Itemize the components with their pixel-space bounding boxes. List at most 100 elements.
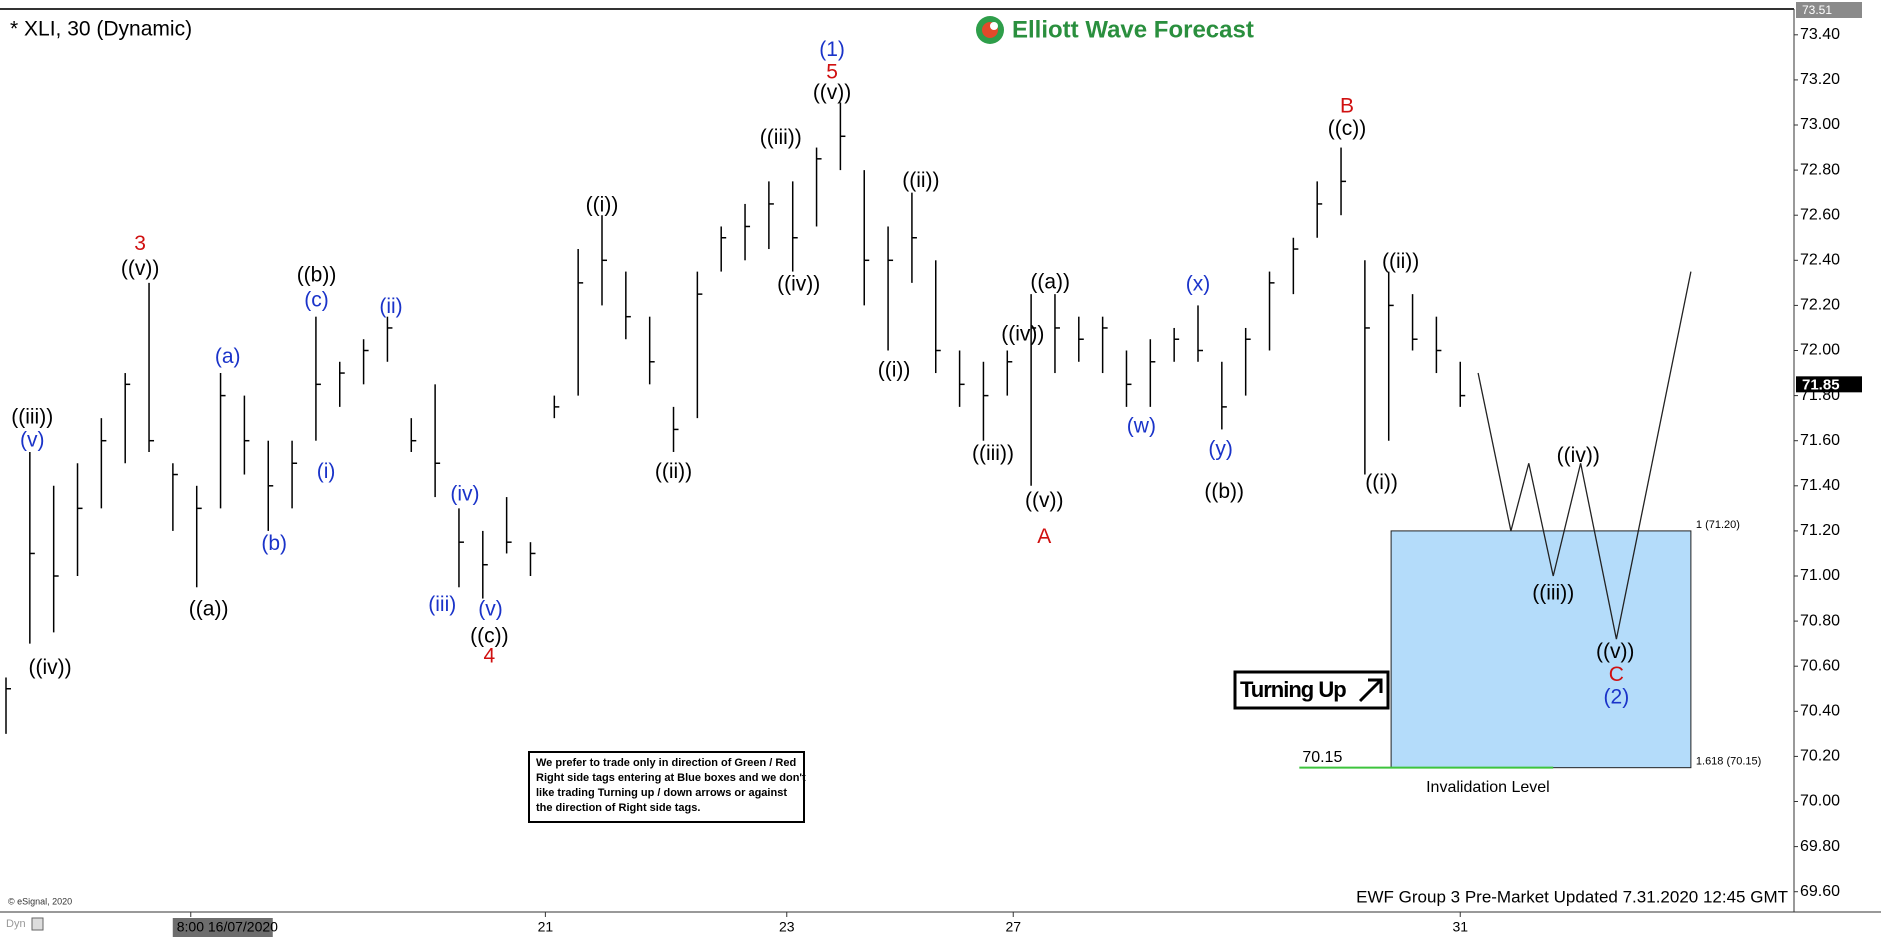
wave-label: (i) [317,460,336,483]
y-tick-label: 71.60 [1800,432,1840,449]
note-line: the direction of Right side tags. [536,802,700,814]
wave-label: ((a)) [189,597,229,620]
price-bars [5,102,1466,734]
wave-label: ((c)) [1328,117,1366,140]
note-line: like trading Turning up / down arrows or… [536,787,787,799]
wave-label: ((ii)) [902,169,939,192]
badge-frame [1233,670,1390,710]
wave-label: (v) [478,597,503,620]
wave-label: ((c)) [470,624,508,647]
y-tick-label: 69.60 [1800,883,1840,900]
price-marker-label: 73.51 [1802,3,1832,17]
price-marker [1796,2,1862,18]
wave-label: A [1037,525,1051,548]
x-tick-label: 21 [538,919,554,935]
price-marker-label: 71.85 [1802,376,1840,393]
wave-label: (c) [304,288,329,311]
turning-up-badge: Turning Up [1233,670,1390,710]
logo-text: Elliott Wave Forecast [1012,16,1254,43]
wave-label: (w) [1127,415,1156,438]
wave-label: ((v)) [1596,640,1634,663]
y-tick-label: 70.00 [1800,793,1840,810]
wave-label: (v) [20,428,45,451]
wave-label: ((i)) [878,358,911,381]
wave-label: ((a)) [1030,270,1070,293]
y-tick-label: 71.00 [1800,567,1840,584]
wave-label: (b) [261,532,287,555]
y-tick-label: 70.60 [1800,657,1840,674]
wave-label: ((ii)) [655,460,692,483]
wave-label: ((i)) [586,194,619,217]
chart-title: * XLI, 30 (Dynamic) [10,18,192,41]
wave-label: ((iv)) [1001,322,1044,345]
price-marker [1796,376,1862,393]
y-tick-label: 73.40 [1800,26,1840,43]
wave-label: (x) [1186,273,1211,296]
y-tick-label: 70.20 [1800,748,1840,765]
target-bottom-label: 1.618 (70.15) [1696,756,1761,768]
copyright: © eSignal, 2020 [8,896,72,906]
y-tick-label: 72.60 [1800,206,1840,223]
wave-label: ((b)) [297,264,337,287]
wave-label: (y) [1208,437,1233,460]
wave-label: ((v)) [1025,489,1063,512]
y-tick-label: 73.00 [1800,116,1840,133]
wave-label: ((v)) [813,81,851,104]
wave-label: ((iii)) [972,442,1014,465]
y-tick-label: 72.40 [1800,252,1840,269]
note-line: We prefer to trade only in direction of … [536,757,796,769]
badge-arrow [1358,678,1383,703]
wave-label: ((v)) [121,257,159,280]
wave-label: (iv) [450,482,479,505]
note-line: Right side tags entering at Blue boxes a… [536,772,806,784]
wave-label: 5 [826,61,838,84]
x-tick-label-bg [172,918,273,937]
wave-label: (ii) [379,295,402,318]
wave-label: ((iii)) [11,406,53,429]
projection-path [1477,271,1692,640]
note-frame [528,751,805,823]
y-tick-label: 72.80 [1800,161,1840,178]
x-tick-label: 8:00 16/07/2020 [177,919,278,935]
wave-label: (a) [215,345,241,368]
y-tick-label: 72.00 [1800,342,1840,359]
wave-label: (1) [819,38,845,61]
wave-label: B [1340,95,1354,118]
invalidation-text: Invalidation Level [1426,779,1550,796]
logo: Elliott Wave Forecast [976,16,1254,44]
wave-label: C [1609,663,1624,686]
invalidation-value: 70.15 [1302,749,1342,766]
y-tick-label: 72.20 [1800,297,1840,314]
y-tick-label: 71.20 [1800,522,1840,539]
wave-label: ((ii)) [1382,250,1419,273]
wave-label: ((b)) [1204,480,1244,503]
y-tick-label: 70.80 [1800,612,1840,629]
wave-label: (iii) [428,593,456,616]
wave-label: ((iii)) [760,126,802,149]
y-tick-label: 73.20 [1800,71,1840,88]
wave-label: ((i)) [1365,471,1398,494]
target-top-label: 1 (71.20) [1696,519,1740,531]
y-tick-label: 69.80 [1800,838,1840,855]
y-tick-label: 70.40 [1800,703,1840,720]
wave-label: ((iv)) [1557,444,1600,467]
mode-icon [31,917,44,931]
x-tick-label: 31 [1452,919,1468,935]
logo-icon-dot [990,22,998,30]
footer: EWF Group 3 Pre-Market Updated 7.31.2020… [1356,887,1788,906]
wave-label: 3 [134,232,146,255]
x-tick-label: 23 [779,919,795,935]
note-box: We prefer to trade only in direction of … [528,751,806,823]
y-tick-label: 71.40 [1800,477,1840,494]
wave-label: ((iv)) [29,656,72,679]
wave-label: ((iv)) [777,273,820,296]
wave-label: 4 [484,645,496,668]
wave-label: ((iii)) [1532,582,1574,605]
wave-label: (2) [1604,685,1630,708]
badge-text: Turning Up [1240,677,1346,702]
target-box [1390,530,1692,769]
mode-label: Dyn [6,918,26,930]
x-tick-label: 27 [1005,919,1021,935]
